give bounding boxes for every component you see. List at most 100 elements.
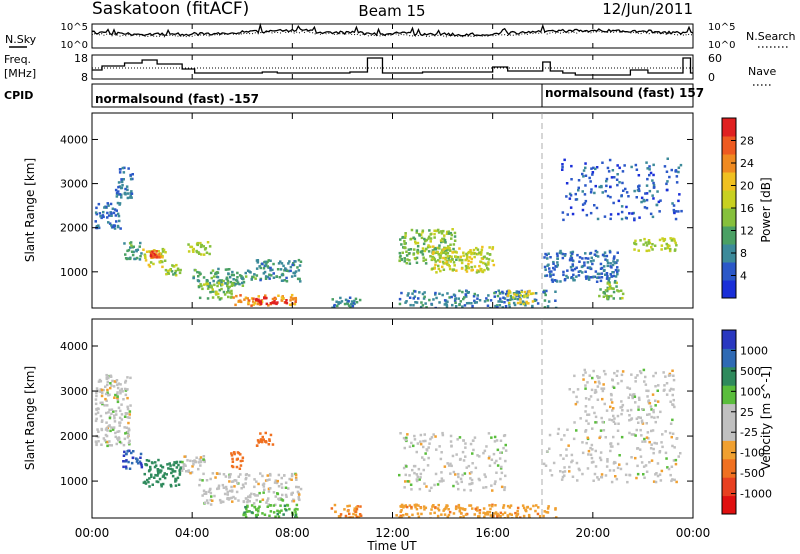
- velocity-cell-11: [594, 465, 598, 468]
- power-cell-7: [224, 268, 228, 271]
- velocity-cell-12: [654, 371, 657, 375]
- power-cell-20: [666, 157, 669, 160]
- power-cell-0: [107, 204, 110, 207]
- power-cell-15: [471, 304, 474, 308]
- power-cell-19: [645, 244, 649, 247]
- power-cell-14: [465, 270, 469, 273]
- power-cell-13: [423, 249, 427, 253]
- power-cell-13: [431, 255, 434, 259]
- velocity-cell-0: [100, 394, 104, 398]
- power-cell-0: [111, 225, 115, 229]
- power-cell-9: [214, 292, 218, 295]
- power-cell-16: [519, 298, 522, 301]
- velocity-cell-10: [452, 512, 456, 515]
- power-cell-15: [473, 292, 476, 296]
- power-cell-13: [440, 230, 443, 233]
- power-cell-13: [437, 259, 440, 262]
- power-cell-9: [217, 296, 220, 299]
- power-cell-18: [598, 294, 601, 298]
- velocity-cell-12: [663, 384, 666, 387]
- power-cell-8: [299, 260, 303, 263]
- power-cell-8: [296, 266, 299, 269]
- power-cell-2: [129, 246, 132, 249]
- power-cell-2: [130, 250, 134, 253]
- power-cell-13: [405, 254, 409, 257]
- power-cell-7: [217, 267, 220, 271]
- velocity-cell-9: [485, 445, 488, 448]
- velocity-cell-7: [286, 503, 289, 507]
- velocity-cell-0: [127, 427, 131, 430]
- velocity-cell-0: [102, 388, 105, 392]
- power-cell-9: [227, 289, 230, 292]
- velocity-cell-8: [355, 508, 359, 511]
- power-cell-13: [399, 238, 402, 241]
- power-cell-6: [199, 241, 202, 245]
- velocity-cell-12: [663, 388, 666, 392]
- power-cell-12: [348, 296, 352, 299]
- power-cell-7: [241, 281, 244, 285]
- power-cell-16: [507, 301, 511, 305]
- velocity-cell-9: [488, 464, 492, 467]
- power-cell-7: [230, 273, 234, 277]
- velocity-colorbar-swatch: [722, 385, 736, 405]
- power-cell-17: [586, 261, 590, 264]
- power-cell-7: [192, 276, 195, 279]
- power-cell-20: [636, 189, 640, 192]
- velocity-cell-9: [402, 436, 406, 440]
- power-cell-1: [122, 171, 126, 174]
- power-cell-20: [646, 167, 649, 170]
- velocity-cell-12: [631, 396, 634, 400]
- power-cell-14: [475, 246, 478, 250]
- velocity-cell-5: [233, 452, 236, 456]
- velocity-cell-0: [103, 404, 106, 407]
- velocity-cell-8: [344, 514, 348, 518]
- velocity-cell-2: [166, 463, 169, 466]
- velocity-cell-2: [167, 467, 170, 470]
- power-panel-frame: [91, 112, 694, 309]
- power-cell-8: [265, 262, 268, 265]
- velocity-cell-12: [651, 393, 655, 396]
- power-cell-17: [578, 256, 582, 259]
- power-cell-20: [663, 165, 667, 168]
- velocity-cell-10: [484, 512, 487, 515]
- power-cell-17: [562, 270, 565, 274]
- velocity-cell-11: [604, 474, 608, 477]
- power-cell-11: [269, 302, 273, 305]
- power-cell-13: [453, 231, 457, 235]
- velocity-cell-11: [670, 435, 673, 439]
- velocity-cell-11: [675, 480, 678, 484]
- velocity-cell-0: [95, 394, 98, 398]
- power-cell-20: [613, 176, 616, 179]
- power-cell-13: [445, 246, 448, 250]
- velocity-cell-4: [262, 491, 265, 494]
- power-cell-15: [516, 298, 520, 301]
- velocity-cell-12: [647, 389, 650, 393]
- power-cell-15: [534, 292, 538, 295]
- velocity-cell-7: [280, 509, 283, 512]
- velocity-cell-3: [193, 459, 196, 462]
- power-cell-17: [606, 261, 610, 265]
- velocity-cell-12: [582, 378, 585, 381]
- velocity-cell-1: [125, 459, 128, 462]
- velocity-cell-0: [105, 427, 108, 430]
- velocity-cell-11: [571, 475, 575, 478]
- power-cell-2: [138, 258, 142, 261]
- velocity-cell-12: [584, 384, 587, 387]
- velocity-cell-1: [139, 452, 143, 456]
- velocity-cell-11: [609, 442, 612, 446]
- power-cell-8: [259, 278, 262, 282]
- velocity-cell-0: [128, 428, 131, 432]
- velocity-cell-12: [637, 421, 640, 424]
- velocity-cell-10: [400, 509, 403, 512]
- velocity-cell-4: [229, 473, 232, 476]
- velocity-cell-7: [246, 510, 249, 513]
- power-cell-8: [264, 275, 268, 278]
- power-cell-15: [531, 304, 534, 308]
- power-cell-1: [117, 190, 120, 193]
- power-cell-15: [504, 305, 508, 308]
- velocity-cell-4: [223, 492, 227, 496]
- velocity-cell-4: [244, 477, 247, 481]
- velocity-cell-9: [490, 436, 493, 439]
- power-cell-15: [472, 295, 476, 298]
- velocity-cell-0: [109, 386, 112, 390]
